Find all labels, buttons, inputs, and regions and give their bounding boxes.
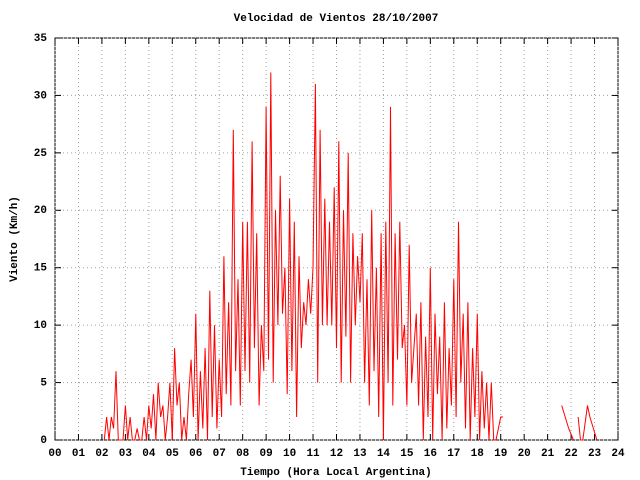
x-tick-label: 12 bbox=[330, 448, 343, 460]
x-tick-label: 02 bbox=[95, 448, 108, 460]
x-tick-label: 13 bbox=[353, 448, 367, 460]
x-tick-label: 00 bbox=[48, 448, 61, 460]
x-tick-label: 18 bbox=[471, 448, 485, 460]
y-tick-label: 0 bbox=[40, 435, 47, 447]
x-tick-label: 23 bbox=[588, 448, 602, 460]
x-tick-label: 06 bbox=[189, 448, 202, 460]
y-tick-label: 15 bbox=[34, 263, 48, 275]
x-tick-label: 21 bbox=[541, 448, 555, 460]
y-tick-label: 10 bbox=[34, 320, 47, 332]
y-tick-label: 25 bbox=[34, 148, 48, 160]
x-tick-label: 19 bbox=[494, 448, 507, 460]
x-tick-label: 07 bbox=[213, 448, 226, 460]
y-axis-label: Viento (Km/h) bbox=[9, 196, 21, 282]
x-axis-label: Tiempo (Hora Local Argentina) bbox=[240, 467, 431, 479]
x-tick-label: 15 bbox=[400, 448, 414, 460]
y-tick-label: 35 bbox=[34, 33, 48, 45]
y-tick-label: 30 bbox=[34, 90, 47, 102]
y-tick-label: 20 bbox=[34, 205, 47, 217]
x-tick-label: 16 bbox=[424, 448, 437, 460]
x-tick-label: 17 bbox=[447, 448, 460, 460]
x-tick-label: 20 bbox=[518, 448, 531, 460]
x-tick-label: 09 bbox=[260, 448, 273, 460]
x-tick-label: 04 bbox=[142, 448, 156, 460]
chart-title: Velocidad de Vientos 28/10/2007 bbox=[234, 13, 439, 25]
x-tick-label: 24 bbox=[611, 448, 625, 460]
x-tick-label: 22 bbox=[564, 448, 577, 460]
x-tick-label: 14 bbox=[377, 448, 391, 460]
wind-line bbox=[103, 72, 598, 441]
x-tick-label: 05 bbox=[166, 448, 180, 460]
y-tick-label: 5 bbox=[40, 377, 47, 389]
x-tick-label: 11 bbox=[306, 448, 320, 460]
x-tick-label: 03 bbox=[119, 448, 133, 460]
x-tick-label: 10 bbox=[283, 448, 296, 460]
x-tick-label: 08 bbox=[236, 448, 250, 460]
x-tick-label: 01 bbox=[72, 448, 86, 460]
